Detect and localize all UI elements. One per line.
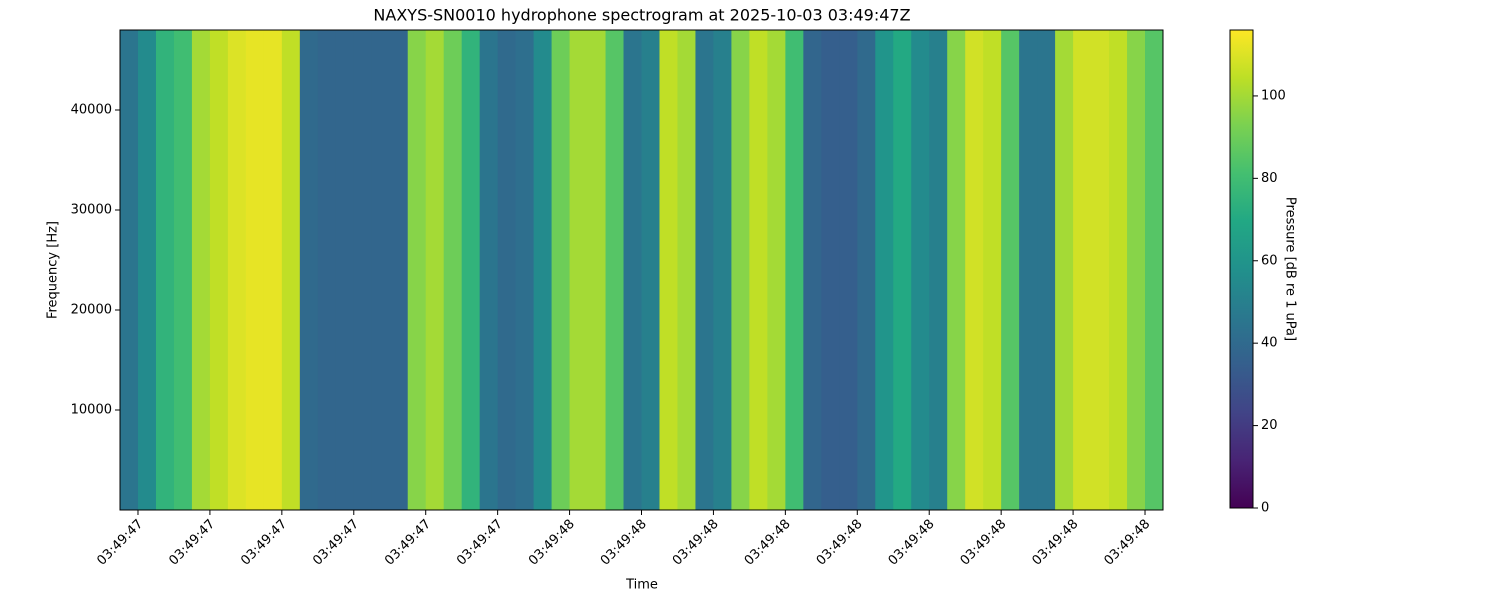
x-tick-label: 03:49:48: [526, 517, 578, 569]
x-tick-label: 03:49:48: [742, 517, 794, 569]
y-tick-label: 20000: [71, 303, 112, 318]
cell: [659, 30, 678, 510]
cell: [371, 30, 391, 510]
cell: [425, 30, 445, 510]
colorbar-tick-label: 80: [1261, 171, 1278, 186]
x-tick-label: 03:49:48: [814, 517, 866, 569]
cell: [137, 30, 157, 510]
cell: [191, 30, 211, 510]
cell: [533, 30, 553, 510]
cell: [497, 30, 517, 510]
cell: [623, 30, 642, 510]
y-tick-label: 40000: [71, 103, 112, 118]
cell: [1091, 30, 1110, 510]
x-tick-label: 03:49:48: [598, 517, 650, 569]
colorbar-tick-label: 40: [1261, 336, 1278, 351]
cell: [929, 30, 948, 510]
colorbar-tick-label: 100: [1261, 88, 1286, 103]
cell: [209, 30, 229, 510]
cell: [1037, 30, 1056, 510]
cell: [317, 30, 337, 510]
cell: [1019, 30, 1038, 510]
cell: [1127, 30, 1146, 510]
cell: [785, 30, 804, 510]
x-tick-label: 03:49:47: [454, 517, 506, 569]
y-tick-label: 10000: [71, 403, 112, 418]
chart-title: NAXYS-SN0010 hydrophone spectrogram at 2…: [373, 6, 910, 25]
cell: [1145, 30, 1164, 510]
colorbar-tick-label: 20: [1261, 418, 1278, 433]
cell: [749, 30, 768, 510]
colorbar-label: Pressure [dB re 1 uPa]: [1283, 197, 1298, 341]
cell: [1073, 30, 1092, 510]
cell: [281, 30, 301, 510]
cell: [875, 30, 894, 510]
cell: [677, 30, 696, 510]
cell: [389, 30, 409, 510]
colorbar-tick-label: 60: [1261, 253, 1278, 268]
cell: [641, 30, 660, 510]
cell: [569, 30, 589, 510]
cell: [515, 30, 535, 510]
cell: [245, 30, 265, 510]
cell: [479, 30, 499, 510]
cell: [965, 30, 984, 510]
cell: [407, 30, 427, 510]
x-tick-label: 03:49:48: [886, 517, 938, 569]
x-tick-label: 03:49:47: [382, 517, 434, 569]
cell: [839, 30, 858, 510]
cell: [821, 30, 840, 510]
cell: [155, 30, 175, 510]
cell: [263, 30, 283, 510]
colorbar: [1229, 29, 1254, 509]
cell: [461, 30, 481, 510]
cell: [713, 30, 732, 510]
cell: [947, 30, 966, 510]
colorbar-tick-label: 0: [1261, 501, 1269, 516]
cell: [1001, 30, 1020, 510]
x-tick-label: 03:49:47: [238, 517, 290, 569]
x-tick-label: 03:49:47: [166, 517, 218, 569]
x-tick-label: 03:49:47: [310, 517, 362, 569]
cell: [1055, 30, 1074, 510]
x-tick-label: 03:49:47: [94, 517, 146, 569]
cell: [299, 30, 319, 510]
cell: [695, 30, 714, 510]
cell: [767, 30, 786, 510]
x-tick-label: 03:49:48: [1029, 517, 1081, 569]
cell: [731, 30, 750, 510]
cell: [893, 30, 912, 510]
cell: [1109, 30, 1128, 510]
cell: [120, 30, 139, 510]
cell: [911, 30, 930, 510]
cell: [173, 30, 193, 510]
cell: [587, 30, 607, 510]
y-axis-label: Frequency [Hz]: [46, 221, 61, 319]
cell: [605, 30, 625, 510]
cell: [335, 30, 355, 510]
cell: [551, 30, 571, 510]
cell: [443, 30, 463, 510]
cell: [353, 30, 373, 510]
cell: [227, 30, 247, 510]
cell: [983, 30, 1002, 510]
x-axis-label: Time: [625, 578, 658, 593]
y-tick-label: 30000: [71, 203, 112, 218]
x-tick-label: 03:49:48: [958, 517, 1010, 569]
x-tick-label: 03:49:48: [670, 517, 722, 569]
cell: [857, 30, 876, 510]
cell: [803, 30, 822, 510]
x-tick-label: 03:49:48: [1101, 517, 1153, 569]
